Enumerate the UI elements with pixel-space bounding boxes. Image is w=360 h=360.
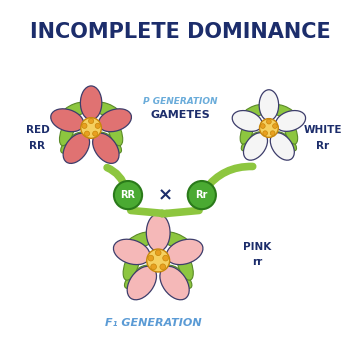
Circle shape bbox=[263, 131, 267, 135]
Ellipse shape bbox=[270, 104, 295, 118]
Ellipse shape bbox=[113, 239, 150, 265]
Circle shape bbox=[148, 255, 154, 261]
Text: P GENERATION: P GENERATION bbox=[143, 97, 217, 106]
Ellipse shape bbox=[176, 249, 193, 280]
Ellipse shape bbox=[275, 132, 297, 151]
Ellipse shape bbox=[159, 231, 190, 248]
Circle shape bbox=[84, 131, 90, 136]
Ellipse shape bbox=[166, 239, 203, 265]
Ellipse shape bbox=[98, 132, 122, 153]
Circle shape bbox=[82, 123, 87, 129]
Circle shape bbox=[160, 264, 166, 270]
Ellipse shape bbox=[92, 102, 120, 117]
Ellipse shape bbox=[126, 231, 157, 248]
Circle shape bbox=[114, 181, 142, 209]
Circle shape bbox=[163, 255, 168, 261]
Ellipse shape bbox=[61, 132, 85, 153]
Circle shape bbox=[260, 118, 278, 138]
Ellipse shape bbox=[243, 104, 268, 118]
Circle shape bbox=[270, 131, 275, 135]
Circle shape bbox=[89, 118, 94, 123]
Text: INCOMPLETE DOMINANCE: INCOMPLETE DOMINANCE bbox=[30, 22, 330, 42]
Ellipse shape bbox=[232, 111, 262, 131]
Text: Rr: Rr bbox=[316, 141, 329, 152]
Text: PINK: PINK bbox=[243, 242, 271, 252]
Ellipse shape bbox=[160, 266, 189, 300]
Ellipse shape bbox=[93, 133, 119, 163]
Ellipse shape bbox=[59, 118, 75, 146]
Ellipse shape bbox=[125, 265, 151, 289]
FancyArrowPatch shape bbox=[131, 211, 162, 213]
Text: Rr: Rr bbox=[195, 190, 208, 200]
Text: WHITE: WHITE bbox=[303, 125, 342, 135]
FancyArrowPatch shape bbox=[205, 166, 253, 189]
Ellipse shape bbox=[99, 109, 131, 132]
Ellipse shape bbox=[284, 118, 298, 144]
Ellipse shape bbox=[63, 133, 90, 163]
Ellipse shape bbox=[123, 249, 140, 280]
Circle shape bbox=[273, 124, 277, 129]
Ellipse shape bbox=[241, 132, 263, 151]
Circle shape bbox=[93, 131, 98, 136]
Text: RR: RR bbox=[121, 190, 135, 200]
FancyArrowPatch shape bbox=[168, 211, 199, 213]
Ellipse shape bbox=[270, 133, 294, 160]
Ellipse shape bbox=[107, 118, 123, 146]
Ellipse shape bbox=[51, 109, 84, 132]
Ellipse shape bbox=[259, 90, 279, 121]
Ellipse shape bbox=[146, 214, 170, 252]
Ellipse shape bbox=[243, 133, 267, 160]
Ellipse shape bbox=[165, 265, 192, 289]
Text: rr: rr bbox=[252, 257, 262, 267]
Circle shape bbox=[261, 124, 265, 129]
Circle shape bbox=[147, 249, 170, 272]
Ellipse shape bbox=[62, 102, 90, 117]
Circle shape bbox=[151, 264, 157, 270]
Ellipse shape bbox=[80, 86, 102, 120]
Ellipse shape bbox=[240, 118, 254, 144]
Ellipse shape bbox=[127, 266, 157, 300]
Circle shape bbox=[81, 118, 102, 138]
Circle shape bbox=[95, 123, 100, 129]
Text: RR: RR bbox=[30, 141, 45, 152]
Text: ×: × bbox=[157, 186, 172, 204]
Text: GAMETES: GAMETES bbox=[150, 109, 210, 120]
Ellipse shape bbox=[276, 111, 306, 131]
Circle shape bbox=[188, 181, 216, 209]
Circle shape bbox=[155, 250, 161, 256]
Text: F₁ GENERATION: F₁ GENERATION bbox=[105, 318, 202, 328]
FancyArrowPatch shape bbox=[107, 168, 126, 189]
Circle shape bbox=[266, 119, 271, 124]
Text: RED: RED bbox=[26, 125, 49, 135]
